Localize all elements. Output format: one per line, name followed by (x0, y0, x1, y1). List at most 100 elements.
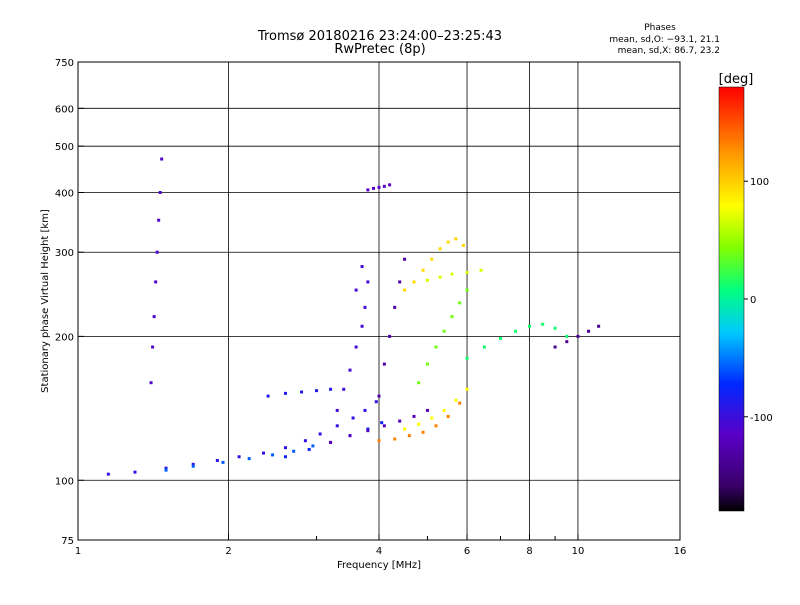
data-point (191, 462, 195, 466)
data-point (133, 470, 137, 474)
data-point (499, 336, 503, 340)
data-point (151, 345, 155, 349)
data-point (155, 250, 159, 254)
data-points (106, 157, 601, 476)
y-tick-label: 200 (55, 332, 74, 343)
axes: 1 2 4 6 8 10 16 75 100 200 300 400 500 600 750 (55, 58, 686, 557)
y-axis-label: Stationary phase Virtual Height [km] (40, 209, 51, 393)
data-point (528, 324, 531, 328)
x-tick-label: 8 (526, 546, 532, 557)
data-point (398, 419, 402, 423)
data-point (425, 362, 429, 366)
y-tick-label: 300 (55, 248, 74, 259)
data-point (446, 240, 450, 244)
data-point (348, 434, 352, 438)
data-point (465, 387, 469, 391)
data-point (458, 301, 462, 305)
colorbar-ticks: 100 0 -100 (744, 177, 773, 424)
data-point (403, 257, 407, 261)
data-point (482, 345, 486, 349)
data-point (283, 391, 287, 395)
data-point (303, 439, 307, 443)
grid-lines (78, 62, 680, 540)
data-point (576, 334, 580, 338)
data-point (300, 390, 304, 394)
data-point (382, 424, 386, 428)
data-point (393, 437, 397, 441)
data-point (465, 288, 469, 292)
data-point (382, 184, 386, 188)
data-point (587, 329, 591, 333)
data-point (442, 329, 446, 333)
data-point (307, 447, 311, 451)
data-point (157, 218, 161, 222)
data-point (450, 272, 454, 276)
colorbar (718, 86, 745, 512)
data-point (363, 408, 367, 412)
y-tick-label: 500 (55, 142, 74, 153)
data-point (335, 424, 339, 428)
data-point (425, 408, 429, 412)
data-point (262, 451, 266, 455)
data-point (372, 186, 376, 190)
data-point (335, 408, 339, 412)
x-tick-label: 4 (376, 546, 382, 557)
chart-subtitle: RwPretec (8p) (334, 42, 425, 57)
data-point (329, 440, 333, 444)
data-point (366, 427, 370, 431)
data-point (438, 247, 442, 251)
x-tick-label: 1 (75, 546, 81, 557)
data-point (403, 427, 407, 431)
data-point (149, 381, 153, 385)
data-point (553, 326, 557, 330)
data-point (380, 421, 384, 425)
data-point (461, 243, 465, 247)
data-point (377, 439, 381, 443)
data-point (412, 280, 416, 284)
data-point (412, 414, 416, 418)
data-point (417, 381, 421, 385)
stats-line-x: mean, sd,X: 86.7, 23.2 (618, 46, 720, 56)
data-point (393, 305, 397, 309)
plot-frame (77, 61, 681, 541)
data-point (221, 460, 225, 464)
data-point (421, 430, 425, 434)
data-point (446, 414, 450, 418)
data-point (191, 464, 195, 468)
data-point (565, 340, 569, 344)
data-point (417, 422, 421, 426)
data-point (565, 334, 569, 338)
data-point (318, 432, 322, 436)
data-point (360, 324, 364, 328)
data-point (247, 457, 251, 461)
data-point (421, 268, 425, 272)
data-point (398, 280, 402, 284)
data-point (158, 190, 162, 194)
data-point (329, 387, 333, 391)
data-point (271, 453, 275, 457)
data-point (360, 265, 364, 269)
data-point (366, 429, 370, 433)
data-point (237, 455, 241, 459)
data-point (388, 334, 392, 338)
data-point (430, 257, 434, 261)
data-point (430, 416, 434, 420)
y-tick-label: 100 (55, 476, 74, 487)
data-point (458, 401, 462, 405)
data-point (315, 389, 319, 393)
data-point (553, 345, 557, 349)
data-point (363, 305, 367, 309)
data-point (351, 416, 355, 420)
data-point (366, 280, 370, 284)
data-point (450, 315, 454, 319)
data-point (382, 362, 386, 366)
data-point (442, 408, 446, 412)
data-point (283, 455, 287, 459)
data-point (160, 157, 164, 161)
data-point (283, 446, 287, 450)
data-point (342, 387, 346, 391)
x-tick-label: 16 (674, 546, 687, 557)
stats-heading: Phases (644, 23, 676, 33)
